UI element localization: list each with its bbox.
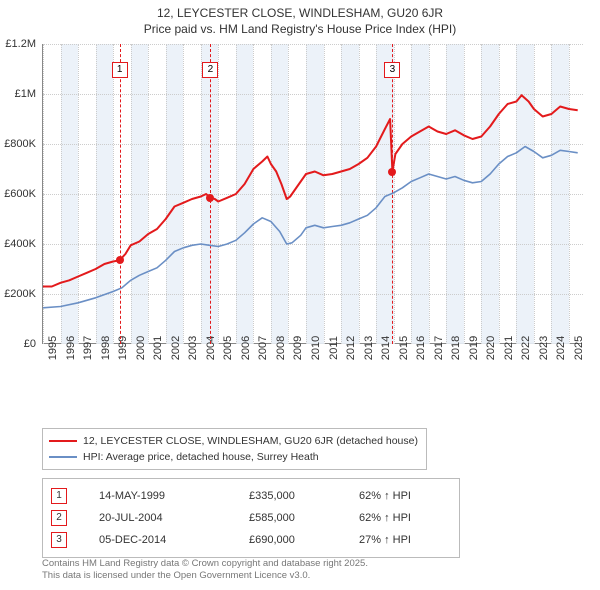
legend-item: 12, LEYCESTER CLOSE, WINDLESHAM, GU20 6J… bbox=[49, 433, 418, 449]
legend-item: HPI: Average price, detached house, Surr… bbox=[49, 449, 418, 465]
chart-title: 12, LEYCESTER CLOSE, WINDLESHAM, GU20 6J… bbox=[0, 0, 600, 36]
sale-index-badge: 3 bbox=[51, 532, 67, 548]
y-axis-label: £600K bbox=[4, 188, 36, 200]
sale-row: 3 05-DEC-2014£690,00027% ↑ HPI bbox=[51, 529, 449, 551]
sale-date: 20-JUL-2004 bbox=[99, 512, 249, 524]
sale-price: £585,000 bbox=[249, 512, 359, 524]
y-axis-label: £200K bbox=[4, 288, 36, 300]
footer-line2: This data is licensed under the Open Gov… bbox=[42, 570, 368, 582]
chart-area: £0£200K£400K£600K£800K£1M£1.2M1995199619… bbox=[42, 44, 582, 374]
sale-index-badge: 2 bbox=[51, 510, 67, 526]
legend-label: HPI: Average price, detached house, Surr… bbox=[83, 451, 319, 463]
footer-attribution: Contains HM Land Registry data © Crown c… bbox=[42, 558, 368, 582]
series-line-hpi bbox=[43, 147, 578, 308]
legend-label: 12, LEYCESTER CLOSE, WINDLESHAM, GU20 6J… bbox=[83, 435, 418, 447]
sale-price: £690,000 bbox=[249, 534, 359, 546]
sales-table: 1 14-MAY-1999£335,00062% ↑ HPI 2 20-JUL-200… bbox=[42, 478, 460, 558]
plot-area: £0£200K£400K£600K£800K£1M£1.2M1995199619… bbox=[42, 44, 582, 344]
sale-pct-vs-hpi: 62% ↑ HPI bbox=[359, 490, 449, 502]
series-line-property bbox=[43, 95, 578, 286]
y-axis-label: £1.2M bbox=[5, 38, 36, 50]
y-axis-label: £400K bbox=[4, 238, 36, 250]
y-axis-label: £800K bbox=[4, 138, 36, 150]
sale-pct-vs-hpi: 27% ↑ HPI bbox=[359, 534, 449, 546]
y-axis-label: £0 bbox=[24, 338, 36, 350]
legend-swatch bbox=[49, 440, 77, 442]
chart-lines bbox=[43, 44, 583, 344]
sale-price: £335,000 bbox=[249, 490, 359, 502]
sale-row: 2 20-JUL-2004£585,00062% ↑ HPI bbox=[51, 507, 449, 529]
title-address: 12, LEYCESTER CLOSE, WINDLESHAM, GU20 6J… bbox=[0, 6, 600, 20]
sale-row: 1 14-MAY-1999£335,00062% ↑ HPI bbox=[51, 485, 449, 507]
sale-index-badge: 1 bbox=[51, 488, 67, 504]
title-subtitle: Price paid vs. HM Land Registry's House … bbox=[0, 22, 600, 36]
legend: 12, LEYCESTER CLOSE, WINDLESHAM, GU20 6J… bbox=[42, 428, 427, 470]
sale-date: 05-DEC-2014 bbox=[99, 534, 249, 546]
y-axis-label: £1M bbox=[15, 88, 36, 100]
sale-date: 14-MAY-1999 bbox=[99, 490, 249, 502]
legend-swatch bbox=[49, 456, 77, 458]
sale-pct-vs-hpi: 62% ↑ HPI bbox=[359, 512, 449, 524]
footer-line1: Contains HM Land Registry data © Crown c… bbox=[42, 558, 368, 570]
